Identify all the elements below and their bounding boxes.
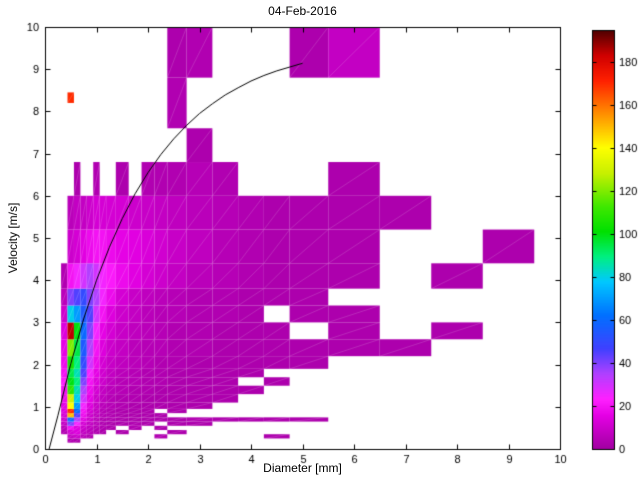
chart-title: 04-Feb-2016 [268, 4, 337, 18]
y-axis-label: Velocity [m/s] [6, 202, 20, 274]
x-axis-label: Diameter [mm] [263, 461, 342, 475]
